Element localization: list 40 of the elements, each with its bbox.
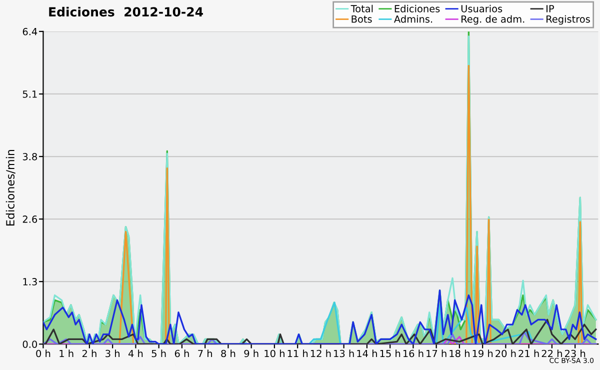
x-tick-label: 19 h bbox=[472, 350, 493, 358]
x-tick-label: 1 h bbox=[60, 350, 74, 358]
x-tick-label: 3 h bbox=[106, 350, 120, 358]
y-tick-label: 6.4 bbox=[22, 28, 38, 36]
x-tick-label: 18 h bbox=[450, 350, 470, 358]
y-tick-label: 2.6 bbox=[22, 216, 38, 223]
legend-label: Total bbox=[350, 4, 373, 12]
legend-label: Usuarios bbox=[461, 4, 502, 12]
x-tick-label: 13 h bbox=[334, 350, 354, 358]
x-tick-label: 21 h bbox=[518, 350, 539, 358]
legend-label: Registros bbox=[546, 15, 590, 25]
legend-label: Admins. bbox=[394, 15, 432, 23]
y-axis-title: Ediciones/min bbox=[6, 150, 16, 226]
x-tick-label: 16 h bbox=[403, 350, 424, 358]
legend-label: IP bbox=[546, 5, 554, 12]
x-tick-label: 5 h bbox=[152, 350, 166, 358]
y-tick-label: 1.3 bbox=[23, 278, 37, 286]
legend-label: Reg. de adm. bbox=[462, 15, 524, 25]
x-tick-label: 8 h bbox=[221, 350, 236, 358]
x-tick-label: 11 h bbox=[288, 350, 308, 358]
x-tick-label: 10 h bbox=[264, 350, 284, 358]
x-tick-label: 22 h bbox=[542, 350, 562, 358]
x-tick-label: 20 h bbox=[496, 350, 516, 358]
y-tick-label: 0.0 bbox=[22, 340, 37, 348]
x-tick-label: 15 h bbox=[380, 350, 400, 358]
x-tick-label: 2 h bbox=[82, 350, 96, 358]
x-tick-label: 17 h bbox=[426, 350, 446, 358]
x-tick-label: 14 h bbox=[357, 350, 377, 358]
y-tick-label: 3.8 bbox=[22, 152, 37, 160]
x-tick-label: 9 h bbox=[244, 350, 258, 358]
chart-title: Ediciones 2012-10-24 bbox=[49, 6, 203, 17]
x-tick-label: 7 h bbox=[198, 350, 212, 358]
x-tick-label: 4 h bbox=[128, 350, 143, 358]
x-tick-label: 23 h bbox=[564, 350, 586, 358]
x-tick-label: 12 h bbox=[310, 350, 331, 358]
x-tick-label: 0 h bbox=[36, 350, 50, 358]
x-tick-label: 6 h bbox=[174, 350, 189, 358]
y-tick-label: 5.1 bbox=[22, 90, 37, 98]
legend-label: Ediciones bbox=[394, 4, 440, 12]
legend-label: Bots bbox=[352, 16, 372, 23]
